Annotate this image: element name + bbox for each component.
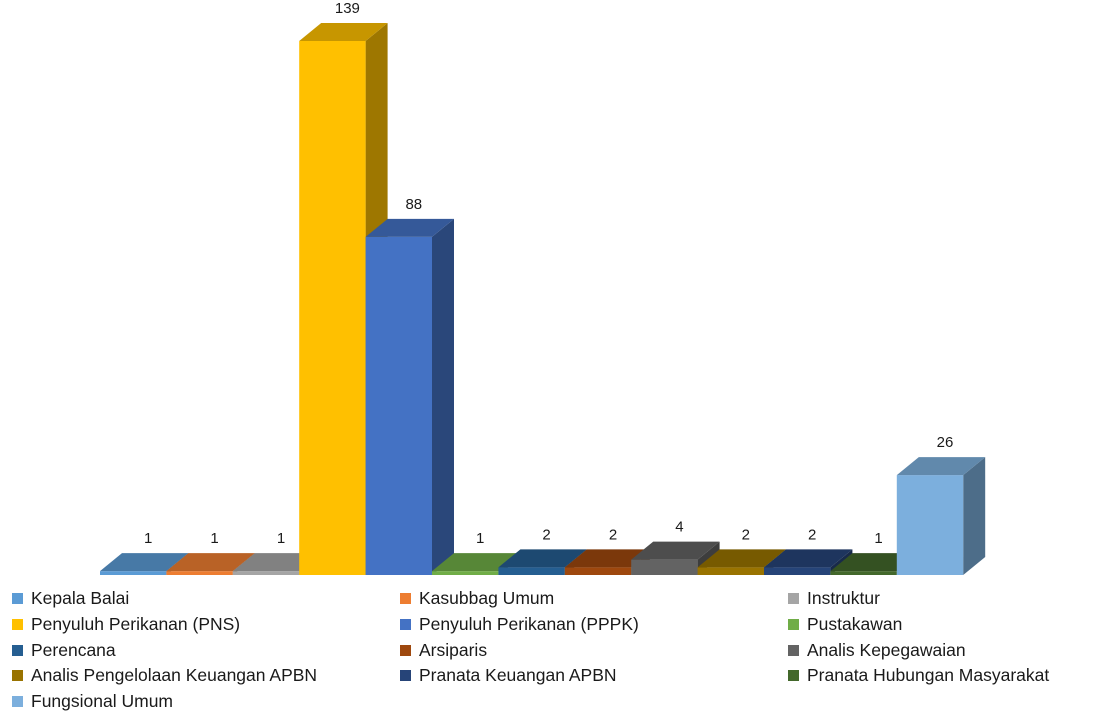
bar-top-analis-pengelolaan-keuangan-apbn: [697, 549, 786, 568]
legend-swatch: [12, 593, 23, 605]
data-label-instruktur: 1: [277, 530, 285, 547]
bar-top-instruktur: [232, 553, 322, 572]
bar-front-kasubbag-umum: [166, 571, 233, 575]
bar-side-penyuluh-perikanan-pppk: [432, 218, 454, 576]
legend-label: Pustakawan: [807, 614, 903, 635]
legend-item-analis-kepegawaian: Analis Kepegawaian: [788, 640, 1107, 661]
bar-front-analis-kepegawaian: [631, 559, 698, 575]
bar-front-pranata-keuangan-apbn: [764, 567, 831, 575]
legend-swatch: [400, 644, 411, 656]
bar-top-analis-kepegawaian: [631, 541, 720, 560]
legend-item-pranata-hubungan-masyarakat: Pranata Hubungan Masyarakat: [788, 665, 1107, 686]
legend-item-instruktur: Instruktur: [788, 588, 1107, 609]
legend-item-penyuluh-perikanan-pppk: Penyuluh Perikanan (PPPK): [400, 614, 788, 635]
data-label-kepala-balai: 1: [144, 530, 152, 547]
bar-fungsional-umum: [896, 457, 986, 575]
data-label-pustakawan: 1: [476, 530, 484, 547]
bar-top-kasubbag-umum: [166, 553, 255, 572]
bar-top-penyuluh-perikanan-pppk: [365, 218, 454, 237]
legend-label: Kepala Balai: [31, 588, 130, 609]
bar-front-analis-pengelolaan-keuangan-apbn: [697, 567, 764, 575]
legend-label: Penyuluh Perikanan (PNS): [31, 614, 241, 635]
legend-swatch: [12, 644, 23, 656]
legend-label: Perencana: [31, 639, 116, 660]
legend-swatch: [400, 619, 411, 631]
legend-item-perencana: Perencana: [12, 640, 400, 661]
data-label-pranata-keuangan-apbn: 2: [808, 526, 816, 543]
chart-legend: Kepala Balai Kasubbag Umum Instruktur Penyu…: [12, 586, 1107, 725]
data-label-penyuluh-perikanan-pns: 139: [335, 0, 360, 17]
legend-label: Pranata Keuangan APBN: [419, 665, 617, 686]
legend-item-arsiparis: Arsiparis: [400, 640, 788, 661]
legend-item-analis-pengelolaan-keuangan-apbn: Analis Pengelolaan Keuangan APBN: [12, 665, 400, 686]
bar-front-kepala-balai: [100, 571, 167, 575]
bar-top-pranata-keuangan-apbn: [764, 549, 853, 568]
bar-chart-3d: 1 1 1 139 88 1 2 2 4 2 2 1 26: [100, 0, 986, 576]
legend-swatch: [788, 619, 799, 631]
data-label-arsiparis: 2: [609, 526, 617, 543]
bar-top-penyuluh-perikanan-pns: [299, 23, 388, 41]
legend-label: Analis Kepegawaian: [807, 639, 966, 660]
bar-front-perencana: [498, 567, 565, 575]
data-label-analis-kepegawaian: 4: [675, 519, 683, 536]
legend-swatch: [788, 593, 799, 605]
legend-label: Arsiparis: [419, 639, 488, 660]
bar-front-arsiparis: [564, 567, 632, 575]
legend-item-kepala-balai: Kepala Balai: [12, 588, 400, 609]
data-label-penyuluh-perikanan-pppk: 88: [405, 196, 422, 213]
legend-item-pranata-keuangan-apbn: Pranata Keuangan APBN: [400, 665, 788, 686]
bar-front-pranata-hubungan-masyarakat: [830, 571, 897, 575]
legend-label: Instruktur: [807, 588, 880, 609]
bar-top-pustakawan: [432, 553, 521, 572]
legend-label: Kasubbag Umum: [419, 588, 555, 609]
data-label-fungsional-umum: 26: [937, 434, 954, 451]
bar-front-instruktur: [232, 571, 300, 575]
data-label-kasubbag-umum: 1: [210, 530, 218, 547]
bar-penyuluh-perikanan-pppk: [365, 218, 454, 576]
bar-top-pranata-hubungan-masyarakat: [830, 553, 919, 572]
bar-top-arsiparis: [564, 549, 654, 568]
legend-label: Pranata Hubungan Masyarakat: [807, 665, 1050, 686]
legend-swatch: [788, 644, 799, 656]
legend-swatch: [12, 670, 23, 682]
data-label-pranata-hubungan-masyarakat: 1: [874, 530, 882, 547]
bar-front-fungsional-umum: [896, 475, 964, 575]
bar-top-kepala-balai: [100, 553, 189, 572]
legend-swatch: [400, 670, 411, 682]
legend-item-pustakawan: Pustakawan: [788, 614, 1107, 635]
legend-item-kasubbag-umum: Kasubbag Umum: [400, 588, 788, 609]
bar-top-fungsional-umum: [896, 457, 986, 476]
legend-item-fungsional-umum: Fungsional Umum: [12, 691, 400, 712]
legend-swatch: [400, 593, 411, 605]
legend-swatch: [12, 696, 23, 708]
bar-front-penyuluh-perikanan-pppk: [365, 236, 432, 576]
bar-side-fungsional-umum: [963, 457, 986, 575]
legend-item-penyuluh-perikanan-pns: Penyuluh Perikanan (PNS): [12, 614, 400, 635]
legend-swatch: [12, 619, 23, 631]
legend-label: Fungsional Umum: [31, 691, 173, 712]
bar-front-pustakawan: [432, 571, 499, 575]
bar-front-penyuluh-perikanan-pns: [299, 41, 366, 575]
legend-label: Penyuluh Perikanan (PPPK): [419, 614, 639, 635]
bar-top-perencana: [498, 549, 587, 568]
data-label-analis-pengelolaan-keuangan-apbn: 2: [742, 526, 750, 543]
legend-swatch: [788, 670, 799, 682]
data-label-perencana: 2: [542, 526, 550, 543]
legend-label: Analis Pengelolaan Keuangan APBN: [31, 665, 318, 686]
